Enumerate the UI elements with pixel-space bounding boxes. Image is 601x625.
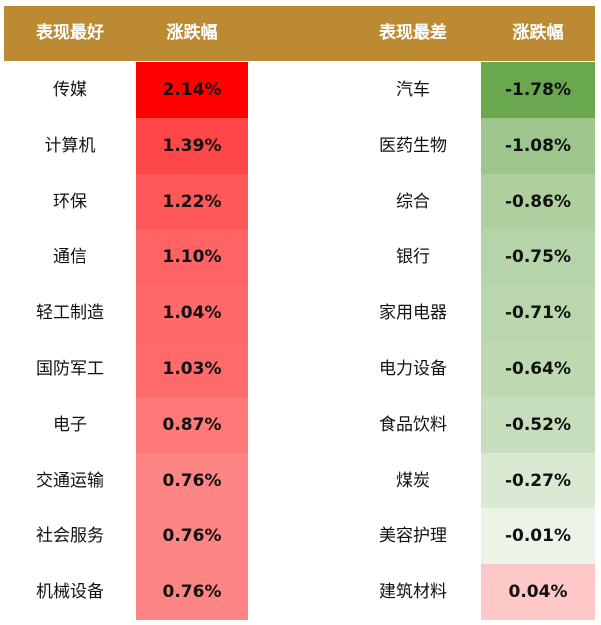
header-worst-name: 表现最差 (379, 23, 447, 43)
best-sector-change: 2.14% (136, 62, 248, 118)
worst-sector-name: 汽车 (396, 80, 430, 100)
worst-sector-name: 综合 (396, 191, 430, 212)
worst-sector-change: 0.04% (481, 564, 595, 621)
table-header-bar (4, 6, 595, 61)
worst-sector-name: 银行 (396, 247, 430, 268)
best-sector-change: 0.76% (136, 508, 248, 565)
worst-sector-name: 食品饮料 (379, 414, 447, 435)
worst-sector-name: 家用电器 (379, 303, 447, 324)
header-worst-change: 涨跌幅 (512, 23, 564, 43)
worst-sector-name: 电力设备 (379, 359, 447, 379)
worst-sector-change: -1.08% (481, 117, 595, 174)
worst-sector-name: 医药生物 (379, 135, 447, 156)
best-sector-change: 0.76% (136, 564, 248, 621)
worst-sector-change: -0.86% (481, 173, 595, 230)
header-best-change: 涨跌幅 (166, 23, 218, 43)
best-sector-name: 传媒 (53, 80, 87, 100)
header-best-name: 表现最好 (36, 23, 104, 43)
best-sector-change: 1.04% (136, 285, 248, 342)
worst-sector-change: -0.75% (481, 229, 595, 286)
best-sector-change: 1.03% (136, 341, 248, 397)
worst-sector-name: 美容护理 (379, 526, 447, 547)
best-sector-change: 1.10% (136, 229, 248, 286)
best-sector-change: 0.76% (136, 452, 248, 509)
best-sector-change: 0.87% (136, 396, 248, 453)
best-sector-name: 国防军工 (36, 359, 104, 379)
worst-sector-change: -1.78% (481, 62, 595, 118)
worst-sector-change: -0.27% (481, 452, 595, 509)
worst-sector-change: -0.52% (481, 396, 595, 453)
worst-sector-name: 煤炭 (396, 470, 430, 491)
worst-sector-change: -0.01% (481, 508, 595, 565)
best-sector-name: 社会服务 (36, 526, 104, 547)
worst-sector-change: -0.71% (481, 285, 595, 342)
best-sector-name: 电子 (53, 414, 87, 435)
best-sector-name: 机械设备 (36, 582, 104, 603)
best-sector-name: 交通运输 (36, 470, 104, 491)
worst-sector-change: -0.64% (481, 341, 595, 397)
best-sector-name: 环保 (53, 191, 87, 212)
best-sector-name: 轻工制造 (36, 303, 104, 324)
best-sector-name: 计算机 (44, 135, 96, 156)
best-sector-name: 通信 (53, 247, 87, 268)
worst-sector-name: 建筑材料 (379, 582, 447, 603)
best-sector-change: 1.22% (136, 173, 248, 230)
best-sector-change: 1.39% (136, 117, 248, 174)
